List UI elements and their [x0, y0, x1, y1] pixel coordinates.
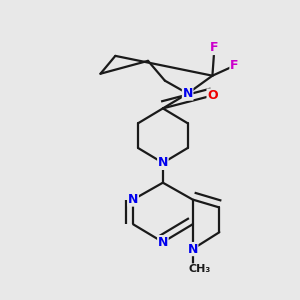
Text: CH₃: CH₃	[189, 264, 211, 274]
Text: O: O	[207, 89, 218, 102]
Text: N: N	[128, 193, 138, 206]
Text: N: N	[188, 243, 198, 256]
Text: N: N	[158, 156, 168, 170]
Text: N: N	[182, 87, 193, 100]
Text: F: F	[230, 59, 238, 72]
Text: N: N	[158, 236, 168, 249]
Text: F: F	[210, 41, 219, 55]
